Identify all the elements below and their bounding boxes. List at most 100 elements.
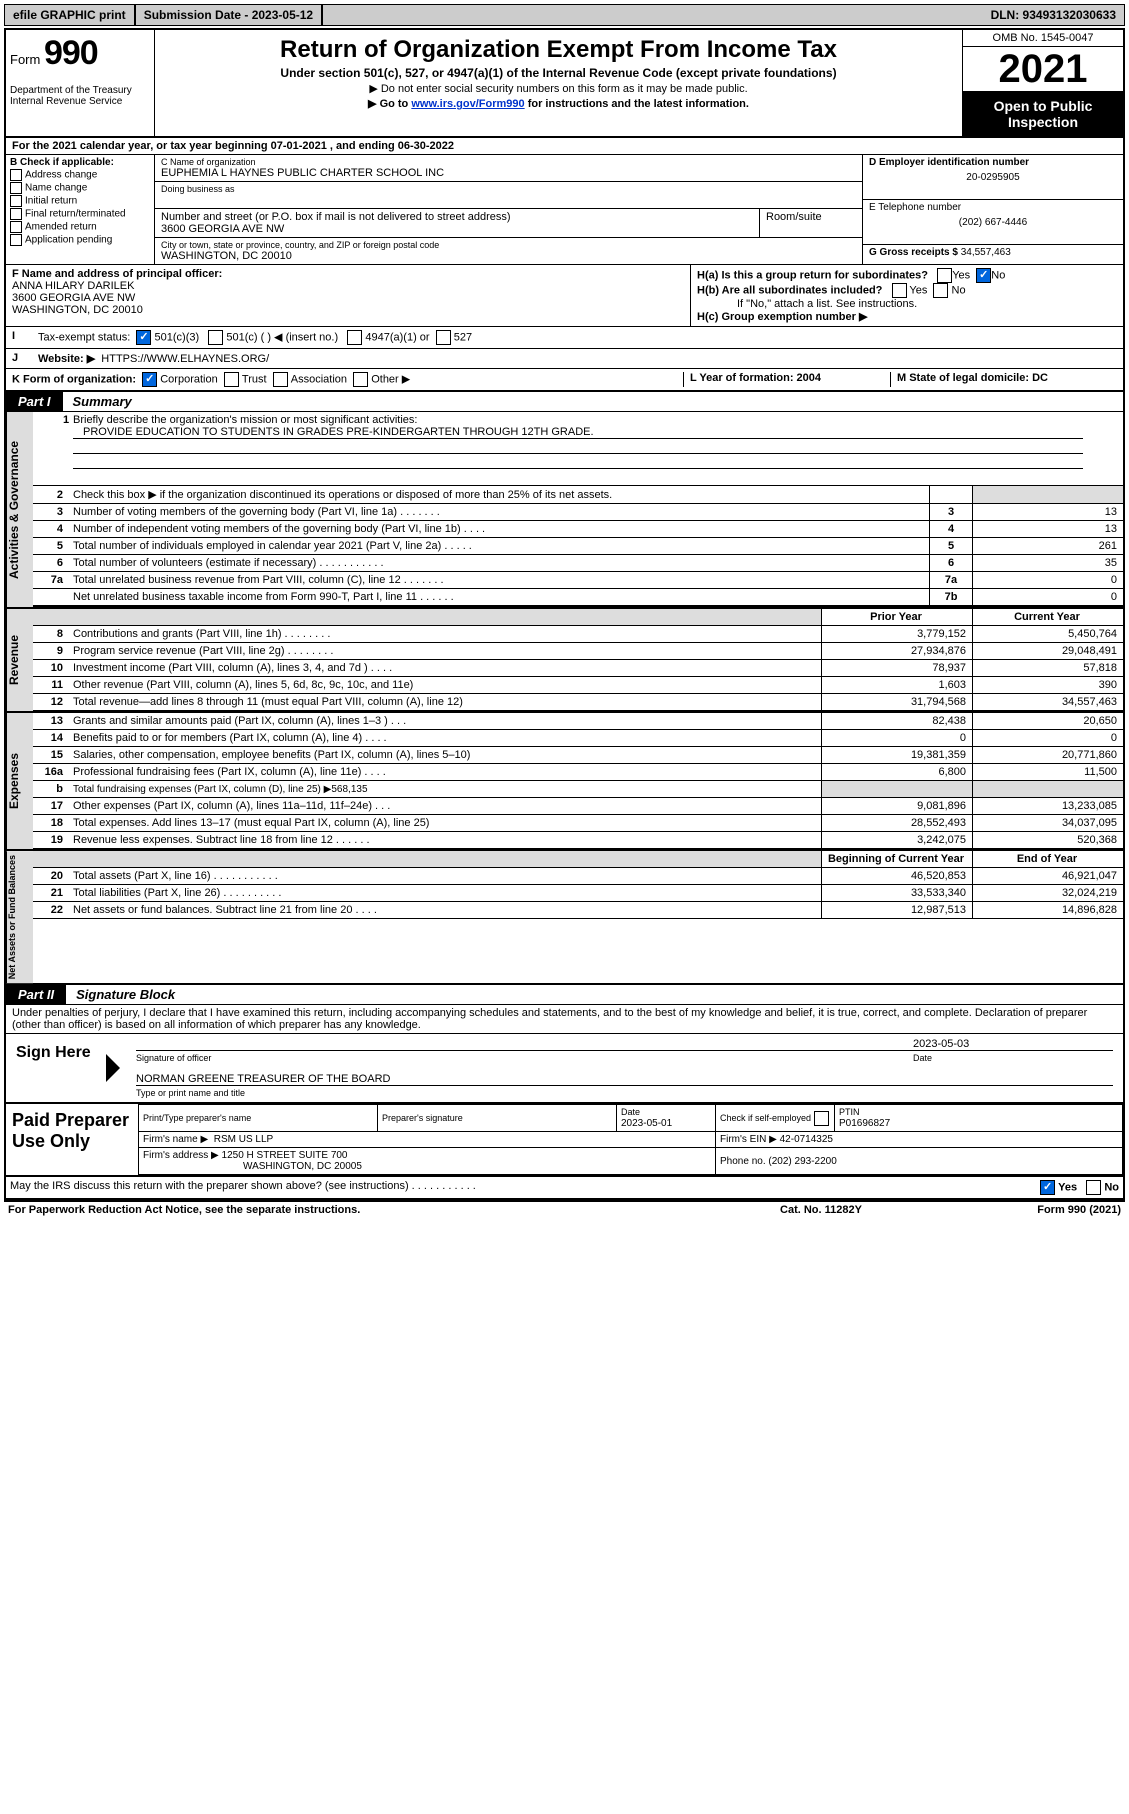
dba-label: Doing business as	[161, 184, 856, 194]
side-rev: Revenue	[6, 609, 33, 711]
officer-addr2: WASHINGTON, DC 20010	[12, 304, 143, 316]
cb-amended[interactable]: Amended return	[10, 221, 150, 233]
department: Department of the Treasury Internal Reve…	[10, 85, 150, 107]
part1-title: Summary	[63, 392, 142, 411]
sig-officer-caption: Signature of officer	[136, 1053, 913, 1063]
cbx-assoc[interactable]	[273, 372, 288, 387]
side-net: Net Assets or Fund Balances	[6, 851, 33, 983]
exp-lines: 13Grants and similar amounts paid (Part …	[33, 713, 1123, 849]
exp-section: Expenses 13Grants and similar amounts pa…	[6, 711, 1123, 849]
m-domicile: M State of legal domicile: DC	[897, 372, 1048, 384]
opt-4947: 4947(a)(1) or	[365, 331, 429, 343]
form-header: Form 990 Department of the Treasury Inte…	[6, 30, 1123, 138]
sub3-pre: ▶ Go to	[368, 98, 411, 110]
cbx-4947[interactable]	[347, 330, 362, 345]
open-public: Open to Public Inspection	[963, 92, 1123, 136]
ha-label: H(a) Is this a group return for subordin…	[697, 269, 928, 281]
b-title: B Check if applicable:	[10, 157, 150, 168]
period-text: For the 2021 calendar year, or tax year …	[12, 140, 454, 152]
street-label: Number and street (or P.O. box if mail i…	[161, 211, 753, 223]
declaration: Under penalties of perjury, I declare th…	[6, 1005, 1123, 1033]
cb-initial[interactable]: Initial return	[10, 195, 150, 207]
form-title: Return of Organization Exempt From Incom…	[165, 36, 952, 64]
mission-text: PROVIDE EDUCATION TO STUDENTS IN GRADES …	[73, 426, 1083, 439]
omb-number: OMB No. 1545-0047	[963, 30, 1123, 47]
hb-note: If "No," attach a list. See instructions…	[697, 298, 1117, 310]
form-number: 990	[44, 34, 98, 72]
section-b: B Check if applicable: Address change Na…	[6, 155, 1123, 265]
ha-no[interactable]: ✓	[976, 268, 991, 283]
side-gov: Activities & Governance	[6, 412, 33, 607]
hb-yes[interactable]	[892, 283, 907, 298]
cbx-trust[interactable]	[224, 372, 239, 387]
row-f-h: F Name and address of principal officer:…	[6, 265, 1123, 327]
website: HTTPS://WWW.ELHAYNES.ORG/	[101, 353, 269, 365]
opt-501c: 501(c) ( ) ◀ (insert no.)	[226, 331, 338, 343]
paperwork-notice: For Paperwork Reduction Act Notice, see …	[8, 1204, 721, 1216]
cbx-corp[interactable]: ✓	[142, 372, 157, 387]
q1: Briefly describe the organization's miss…	[73, 414, 417, 426]
col-begin: Beginning of Current Year	[822, 851, 973, 868]
part1-label: Part I	[6, 392, 63, 411]
rev-lines: Prior Year Current Year 8Contributions a…	[33, 609, 1123, 711]
cb-pending[interactable]: Application pending	[10, 234, 150, 246]
ein: 20-0295905	[869, 172, 1117, 183]
cb-address[interactable]: Address change	[10, 169, 150, 181]
hb-no[interactable]	[933, 283, 948, 298]
gov-section: Activities & Governance 1 Briefly descri…	[6, 412, 1123, 607]
opt-501c3: 501(c)(3)	[155, 331, 200, 343]
i-label: Tax-exempt status:	[38, 331, 130, 343]
org-info: C Name of organization EUPHEMIA L HAYNES…	[155, 155, 863, 264]
f-label: F Name and address of principal officer:	[12, 268, 222, 280]
hb-label: H(b) Are all subordinates included?	[697, 284, 882, 296]
net-lines: Beginning of Current Year End of Year 20…	[33, 851, 1123, 919]
form-container: Form 990 Department of the Treasury Inte…	[4, 28, 1125, 1202]
sub3-post: for instructions and the latest informat…	[528, 98, 749, 110]
cb-final[interactable]: Final return/terminated	[10, 208, 150, 220]
sign-arrow-icon	[106, 1054, 120, 1082]
gov-lines: 2Check this box ▶ if the organization di…	[33, 486, 1123, 607]
org-name: EUPHEMIA L HAYNES PUBLIC CHARTER SCHOOL …	[161, 167, 856, 179]
ha-yes[interactable]	[937, 268, 952, 283]
header-left: Form 990 Department of the Treasury Inte…	[6, 30, 155, 136]
col-end: End of Year	[973, 851, 1124, 868]
row-i: I Tax-exempt status: ✓ 501(c)(3) 501(c) …	[6, 327, 1123, 349]
hc-label: H(c) Group exemption number ▶	[697, 311, 867, 323]
check-applicable: B Check if applicable: Address change Na…	[6, 155, 155, 264]
paid-title: Paid Preparer Use Only	[6, 1104, 138, 1175]
efile-print-btn[interactable]: efile GRAPHIC print	[5, 5, 136, 25]
period-row: For the 2021 calendar year, or tax year …	[6, 138, 1123, 155]
form-prefix: Form	[10, 52, 40, 67]
topbar: efile GRAPHIC print Submission Date - 20…	[4, 4, 1125, 26]
phone: (202) 667-4446	[869, 217, 1117, 228]
discuss-no[interactable]	[1086, 1180, 1101, 1195]
form-year: Form 990 (2021)	[921, 1204, 1121, 1216]
net-section: Net Assets or Fund Balances Beginning of…	[6, 849, 1123, 985]
cb-name[interactable]: Name change	[10, 182, 150, 194]
sig-name-caption: Type or print name and title	[136, 1088, 1113, 1098]
header-center: Return of Organization Exempt From Incom…	[155, 30, 963, 136]
k-label: K Form of organization:	[12, 373, 136, 385]
city-label: City or town, state or province, country…	[161, 240, 856, 250]
part1-header: Part I Summary	[6, 392, 1123, 412]
d-label: D Employer identification number	[869, 157, 1117, 168]
j-label: Website: ▶	[38, 353, 95, 365]
cbx-501c3[interactable]: ✓	[136, 330, 151, 345]
row-k: K Form of organization: ✓ Corporation Tr…	[6, 369, 1123, 392]
gross-receipts: 34,557,463	[961, 247, 1011, 258]
col-prior: Prior Year	[822, 609, 973, 626]
e-label: E Telephone number	[869, 202, 1117, 213]
cbx-501c[interactable]	[208, 330, 223, 345]
cbx-self-emp[interactable]	[814, 1111, 829, 1126]
discuss-yes[interactable]: ✓	[1040, 1180, 1055, 1195]
officer-name: ANNA HILARY DARILEK	[12, 280, 134, 292]
irs-link[interactable]: www.irs.gov/Form990	[411, 98, 524, 110]
room-label: Room/suite	[766, 211, 856, 223]
l-year: L Year of formation: 2004	[690, 372, 821, 384]
cbx-other[interactable]	[353, 372, 368, 387]
cat-no: Cat. No. 11282Y	[721, 1204, 921, 1216]
signer-name: NORMAN GREENE TREASURER OF THE BOARD	[136, 1073, 1113, 1085]
cbx-527[interactable]	[436, 330, 451, 345]
dln: DLN: 93493132030633	[983, 5, 1124, 25]
officer-addr1: 3600 GEORGIA AVE NW	[12, 292, 135, 304]
